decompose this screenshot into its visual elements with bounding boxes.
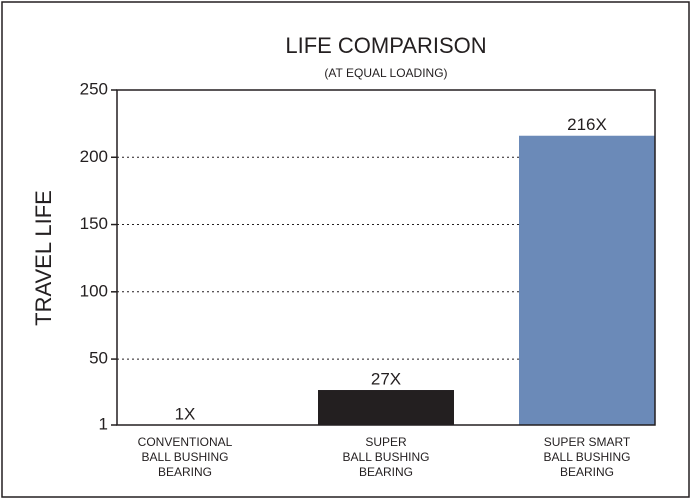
y-tick-label: 100 [80, 281, 108, 300]
y-tick-label: 200 [80, 147, 108, 166]
chart-title: LIFE COMPARISON [285, 33, 486, 58]
bar [519, 135, 655, 425]
value-label: 216X [567, 115, 607, 134]
bar [318, 390, 454, 425]
value-label: 27X [371, 370, 401, 389]
x-tick-label: BALL BUSHING [544, 450, 631, 464]
x-tick-label: BEARING [158, 465, 212, 479]
x-tick-label: SUPER SMART [544, 435, 631, 449]
y-tick-label: 1 [99, 414, 108, 433]
y-tick-label: 150 [80, 214, 108, 233]
plot-frame [116, 89, 656, 426]
chart-subtitle: (AT EQUAL LOADING) [324, 66, 447, 80]
x-tick-label: BALL BUSHING [142, 450, 229, 464]
value-label: 1X [175, 404, 196, 423]
y-axis-label: TRAVEL LIFE [31, 190, 56, 326]
x-tick-label: BALL BUSHING [343, 450, 430, 464]
x-tick-label: SUPER [365, 435, 407, 449]
y-tick-label: 50 [89, 349, 108, 368]
x-tick-label: CONVENTIONAL [138, 435, 233, 449]
x-tick-label: BEARING [359, 465, 413, 479]
x-tick-label: BEARING [560, 465, 614, 479]
y-tick-label: 250 [80, 79, 108, 98]
